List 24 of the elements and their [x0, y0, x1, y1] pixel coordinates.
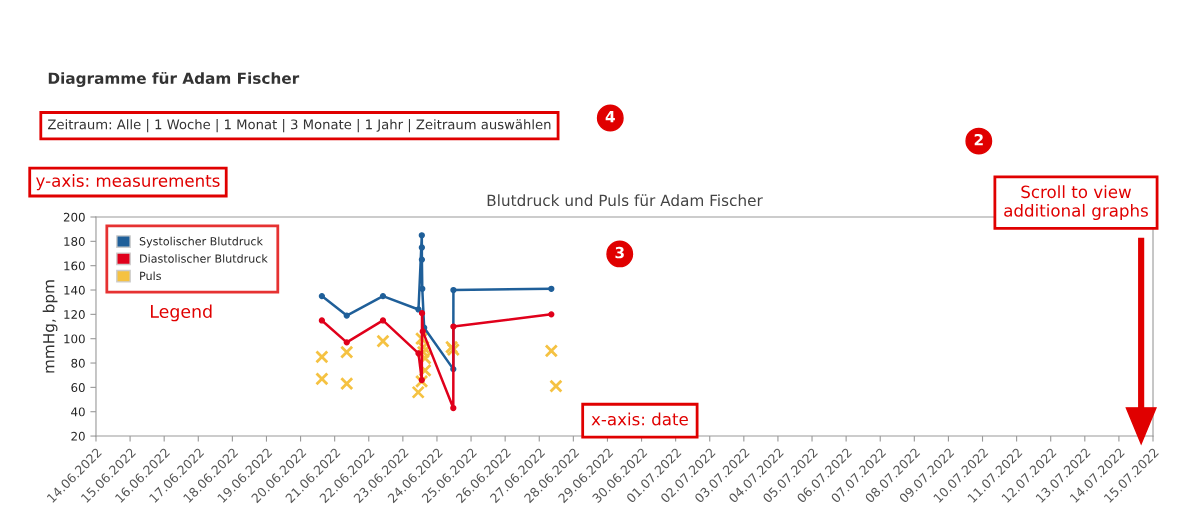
annotation: 3 — [615, 246, 624, 259]
legend-label: Systolischer Blutdruck — [139, 236, 263, 248]
y-tick-label: 80 — [71, 358, 85, 368]
legend-label: Diastolischer Blutdruck — [140, 254, 268, 263]
legend-label: Puls — [140, 271, 161, 281]
chart-title: Blutdruck und Puls für Adam Fischer — [487, 194, 763, 207]
y-tick-label: 20 — [71, 431, 85, 441]
text: 4 — [605, 111, 615, 123]
annotation: x-axis: date — [591, 412, 688, 426]
y-tick-label: 180 — [64, 237, 85, 246]
y-axis-title: mmHg, bpm — [42, 280, 58, 373]
y-tick-label: 100 — [64, 334, 85, 344]
text: Diagramme für Adam Fischer — [48, 71, 300, 88]
text: Zeitraum: Alle | 1 Woche | 1 Monat | 3 Monate | 1 Jahr | Zeitraum auswählen — [47, 119, 551, 133]
annotation: Legend — [151, 304, 212, 322]
annotation: Scroll to view additional graphs — [1004, 185, 1148, 221]
text: 2 — [974, 133, 983, 146]
y-tick-label: 120 — [64, 310, 85, 320]
y-tick-label: 140 — [64, 285, 85, 295]
y-tick-label: 200 — [63, 212, 85, 222]
y-tick-label: 160 — [64, 261, 85, 271]
y-tick-label: 40 — [71, 407, 85, 417]
text: y-axis: measurements — [36, 174, 220, 191]
y-tick-label: 60 — [71, 383, 85, 393]
